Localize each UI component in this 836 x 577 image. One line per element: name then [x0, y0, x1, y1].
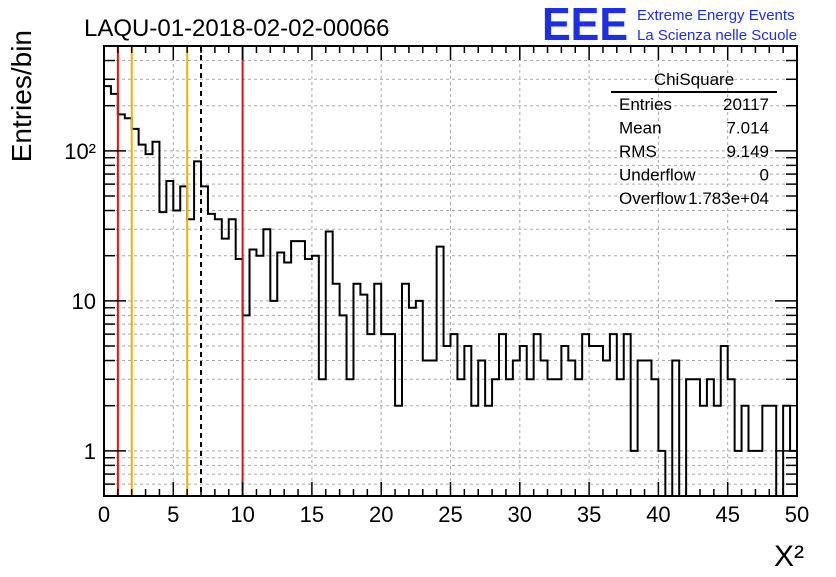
stats-rows: Entries 20117 Mean 7.014 RMS 9.149 Underflow 0 O… [619, 95, 769, 208]
x-tick-label: 45 [715, 502, 739, 527]
stats-row-label: Underflow [619, 166, 696, 185]
stats-row-value: 7.014 [726, 119, 769, 138]
eee-logo-mark: EEE [542, 0, 628, 50]
x-tick-label: 20 [369, 502, 393, 527]
axes [103, 45, 798, 497]
x-tick-label: 15 [300, 502, 324, 527]
x-tick-label: 35 [577, 502, 601, 527]
stats-box: ChiSquare Entries 20117 Mean 7.014 RMS 9.149 U… [611, 70, 777, 208]
x-tick-label: 40 [646, 502, 670, 527]
histogram-outline [103, 85, 797, 497]
histogram [103, 85, 797, 497]
stats-row-label: Mean [619, 119, 662, 138]
stats-title: ChiSquare [654, 70, 734, 89]
x-tick-label: 0 [98, 502, 110, 527]
stats-row-label: Overflow [619, 189, 687, 208]
y-tick-label: 10² [64, 139, 96, 164]
y-tick-label: 10 [72, 289, 96, 314]
x-tick-label: 30 [508, 502, 532, 527]
stats-row-value: 20117 [723, 95, 769, 114]
logo-line-1: Extreme Energy Events [637, 7, 795, 24]
chart-title: LAQU-01-2018-02-02-00066 [84, 15, 390, 42]
tick-labels: 0 5 10 15 20 25 30 35 40 45 50 1 10 10² [64, 139, 809, 527]
stats-row-value: 0 [760, 166, 769, 185]
x-tick-label: 10 [230, 502, 254, 527]
grid [104, 45, 797, 497]
stats-row-label: Entries [619, 95, 672, 114]
x-tick-label: 50 [785, 502, 809, 527]
y-axis-label: Entries/bin [6, 30, 37, 162]
stats-row-value: 9.149 [726, 142, 769, 161]
y-tick-label: 1 [84, 439, 96, 464]
logo-line-2: La Scienza nelle Scuole [637, 27, 797, 44]
eee-logo: EEE Extreme Energy Events La Scienza nel… [542, 0, 797, 50]
x-axis-label: X² [774, 540, 804, 572]
x-tick-label: 25 [438, 502, 462, 527]
threshold-lines [116, 46, 244, 496]
stats-row-value: 1.783e+04 [688, 189, 769, 208]
x-tick-label: 5 [167, 502, 179, 527]
stats-row-label: RMS [619, 142, 657, 161]
